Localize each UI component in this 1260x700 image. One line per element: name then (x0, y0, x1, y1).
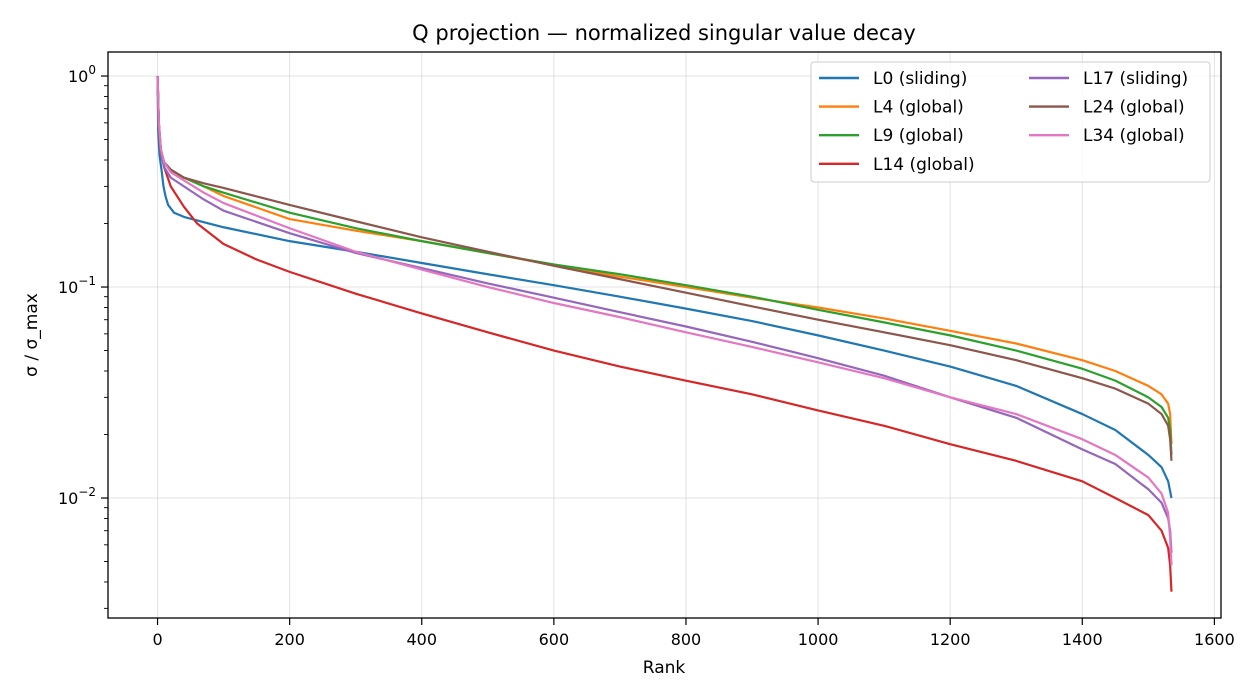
y-axis-label: σ / σ_max (22, 293, 42, 377)
legend: L0 (sliding) L4 (global) L9 (global) L14 (g… (810, 61, 1211, 183)
series-line-3 (156, 76, 1173, 592)
x-tick-label: 1400 (1062, 630, 1103, 649)
legend-label-4: L17 (sliding) (1083, 69, 1188, 89)
legend-label-3: L14 (global) (873, 155, 975, 175)
x-axis: 0 200 400 600 800 1000 1200 1400 1600 (152, 618, 1235, 649)
x-tick-label: 400 (406, 630, 437, 649)
legend-label-5: L24 (global) (1083, 98, 1185, 118)
x-tick-label: 1000 (798, 630, 839, 649)
series-line-4 (156, 76, 1173, 553)
series-lines (156, 76, 1173, 592)
y-tick-label: 100 (68, 63, 96, 86)
series-line-0 (156, 76, 1173, 499)
x-axis-label: Rank (643, 658, 686, 678)
x-tick-label: 0 (152, 630, 162, 649)
series-line-5 (156, 76, 1173, 461)
legend-label-0: L0 (sliding) (873, 69, 967, 89)
legend-label-2: L9 (global) (873, 126, 964, 146)
x-tick-label: 1200 (930, 630, 971, 649)
legend-label-6: L34 (global) (1083, 126, 1185, 146)
legend-box (810, 61, 1211, 183)
x-tick-label: 1600 (1194, 630, 1235, 649)
plot-frame (107, 51, 1222, 619)
y-tick-label: 10−1 (58, 274, 96, 297)
chart-title: Q projection — normalized singular value… (412, 21, 916, 45)
y-axis: 10−2 10−1 100 (58, 63, 108, 609)
x-tick-label: 600 (539, 630, 570, 649)
legend-label-1: L4 (global) (873, 98, 964, 118)
y-tick-label: 10−2 (58, 485, 96, 508)
x-tick-label: 200 (274, 630, 305, 649)
x-tick-label: 800 (671, 630, 702, 649)
series-line-6 (156, 76, 1173, 566)
